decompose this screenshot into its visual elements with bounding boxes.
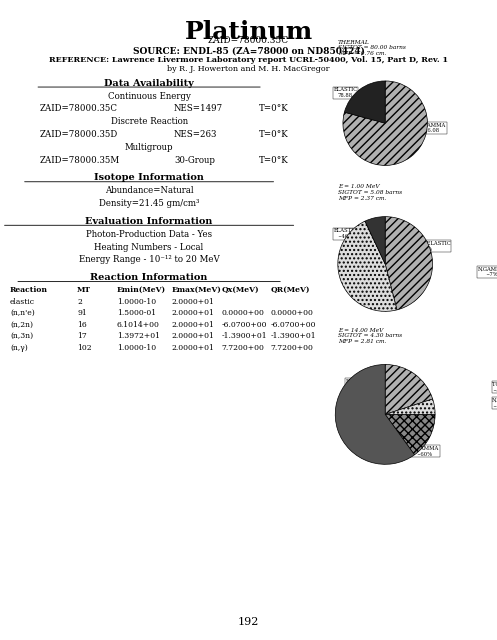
Text: 16: 16 — [77, 321, 87, 329]
Wedge shape — [335, 365, 414, 464]
Text: elastic: elastic — [10, 298, 35, 306]
Wedge shape — [385, 399, 435, 415]
Text: Abundance=Natural: Abundance=Natural — [105, 186, 193, 195]
Text: T=0°K: T=0°K — [258, 104, 288, 113]
Text: TOTAL INELASTIC
~47%: TOTAL INELASTIC ~47% — [400, 241, 450, 252]
Wedge shape — [338, 221, 397, 311]
Text: 1.0000-10: 1.0000-10 — [117, 298, 156, 306]
Text: QR(MeV): QR(MeV) — [271, 286, 310, 294]
Text: 192: 192 — [238, 617, 259, 627]
Text: E = 1.00 MeV
SIGTOT = 5.08 barns
MFP = 2.37 cm.: E = 1.00 MeV SIGTOT = 5.08 barns MFP = 2… — [338, 184, 402, 201]
Text: Data Availability: Data Availability — [104, 79, 194, 88]
Text: ZAID=78000.35C: ZAID=78000.35C — [40, 104, 118, 113]
Text: MT: MT — [77, 286, 91, 294]
Text: Photon-Production Data - Yes: Photon-Production Data - Yes — [86, 230, 212, 239]
Text: THERMAL
SIGTOT = 80.00 barns
MFP = 0.76 cm.: THERMAL SIGTOT = 80.00 barns MFP = 0.76 … — [338, 40, 406, 56]
Wedge shape — [343, 81, 427, 165]
Text: ZAID=78000.35D: ZAID=78000.35D — [40, 130, 118, 139]
Text: 2.0000+01: 2.0000+01 — [171, 309, 214, 317]
Text: -6.0700+00: -6.0700+00 — [271, 321, 317, 329]
Text: -1.3900+01: -1.3900+01 — [221, 332, 267, 340]
Text: TOTAL INELASTIC
~5%: TOTAL INELASTIC ~5% — [492, 382, 497, 392]
Text: Heating Numbers - Local: Heating Numbers - Local — [94, 243, 204, 252]
Wedge shape — [365, 216, 385, 264]
Text: ELASTIC
~20%: ELASTIC ~20% — [346, 379, 370, 389]
Wedge shape — [385, 415, 435, 455]
Text: 1.3972+01: 1.3972+01 — [117, 332, 160, 340]
Text: ZAID=78000.35C: ZAID=78000.35C — [208, 36, 289, 45]
Text: 6.1014+00: 6.1014+00 — [117, 321, 160, 329]
Text: 2.0000+01: 2.0000+01 — [171, 344, 214, 352]
Text: ELASTIC
~46%: ELASTIC ~46% — [333, 228, 357, 239]
Text: Density=21.45 gm/cm³: Density=21.45 gm/cm³ — [99, 199, 199, 208]
Text: (n,γ): (n,γ) — [10, 344, 28, 352]
Text: 102: 102 — [77, 344, 91, 352]
Text: -6.0700+00: -6.0700+00 — [221, 321, 267, 329]
Text: Continuous Energy: Continuous Energy — [108, 92, 190, 100]
Text: E = 14.00 MeV
SIGTOT = 4.30 barns
MFP = 2.81 cm.: E = 14.00 MeV SIGTOT = 4.30 barns MFP = … — [338, 328, 402, 344]
Text: SOURCE: ENDL-85 (ZA=78000 on ND850424): SOURCE: ENDL-85 (ZA=78000 on ND850424) — [133, 46, 364, 55]
Text: (n,2n): (n,2n) — [10, 321, 33, 329]
Text: 2.0000+01: 2.0000+01 — [171, 332, 214, 340]
Text: Evaluation Information: Evaluation Information — [85, 217, 213, 226]
Text: N,2N
~15%: N,2N ~15% — [492, 398, 497, 408]
Text: Reaction: Reaction — [10, 286, 48, 294]
Text: (n,n'e): (n,n'e) — [10, 309, 35, 317]
Text: Isotope Information: Isotope Information — [94, 173, 204, 182]
Text: by R. J. Howerton and M. H. MacGregor: by R. J. Howerton and M. H. MacGregor — [167, 65, 330, 72]
Text: N,GAMMA
~7%: N,GAMMA ~7% — [478, 267, 497, 277]
Text: (n,3n): (n,3n) — [10, 332, 33, 340]
Text: NES=1497: NES=1497 — [174, 104, 223, 113]
Text: N,GAMMA
~60%: N,GAMMA ~60% — [411, 446, 439, 456]
Text: T=0°K: T=0°K — [258, 130, 288, 139]
Text: 17: 17 — [77, 332, 87, 340]
Text: -1.3900+01: -1.3900+01 — [271, 332, 317, 340]
Text: ZAID=78000.35M: ZAID=78000.35M — [40, 156, 120, 164]
Text: T=0°K: T=0°K — [258, 156, 288, 164]
Text: Emin(MeV): Emin(MeV) — [117, 286, 166, 294]
Text: Discrete Reaction: Discrete Reaction — [110, 117, 188, 126]
Text: 91: 91 — [77, 309, 87, 317]
Wedge shape — [385, 365, 433, 415]
Text: Reaction Information: Reaction Information — [90, 273, 208, 282]
Text: 2.0000+01: 2.0000+01 — [171, 298, 214, 306]
Text: 1.5000-01: 1.5000-01 — [117, 309, 156, 317]
Text: Platinum: Platinum — [184, 20, 313, 45]
Text: 7.7200+00: 7.7200+00 — [221, 344, 264, 352]
Wedge shape — [385, 216, 432, 310]
Text: REFERENCE: Lawrence Livermore Laboratory report UCRL-50400, Vol. 15, Part D, Rev: REFERENCE: Lawrence Livermore Laboratory… — [49, 56, 448, 63]
Text: 0.0000+00: 0.0000+00 — [271, 309, 314, 317]
Wedge shape — [344, 81, 385, 123]
Text: NES=263: NES=263 — [174, 130, 217, 139]
Text: Emax(MeV): Emax(MeV) — [171, 286, 221, 294]
Text: Qx(MeV): Qx(MeV) — [221, 286, 259, 294]
Text: Energy Range - 10⁻¹² to 20 MeV: Energy Range - 10⁻¹² to 20 MeV — [79, 255, 220, 264]
Text: 7.7200+00: 7.7200+00 — [271, 344, 314, 352]
Text: 1.0000-10: 1.0000-10 — [117, 344, 156, 352]
Text: Multigroup: Multigroup — [125, 143, 173, 152]
Text: 30-Group: 30-Group — [174, 156, 215, 164]
Text: 2.0000+01: 2.0000+01 — [171, 321, 214, 329]
Text: 0.0000+00: 0.0000+00 — [221, 309, 264, 317]
Text: 2: 2 — [77, 298, 82, 306]
Text: N,GAMMA
16.08: N,GAMMA 16.08 — [418, 123, 446, 133]
Text: ELASTIC
78.88: ELASTIC 78.88 — [333, 88, 357, 98]
